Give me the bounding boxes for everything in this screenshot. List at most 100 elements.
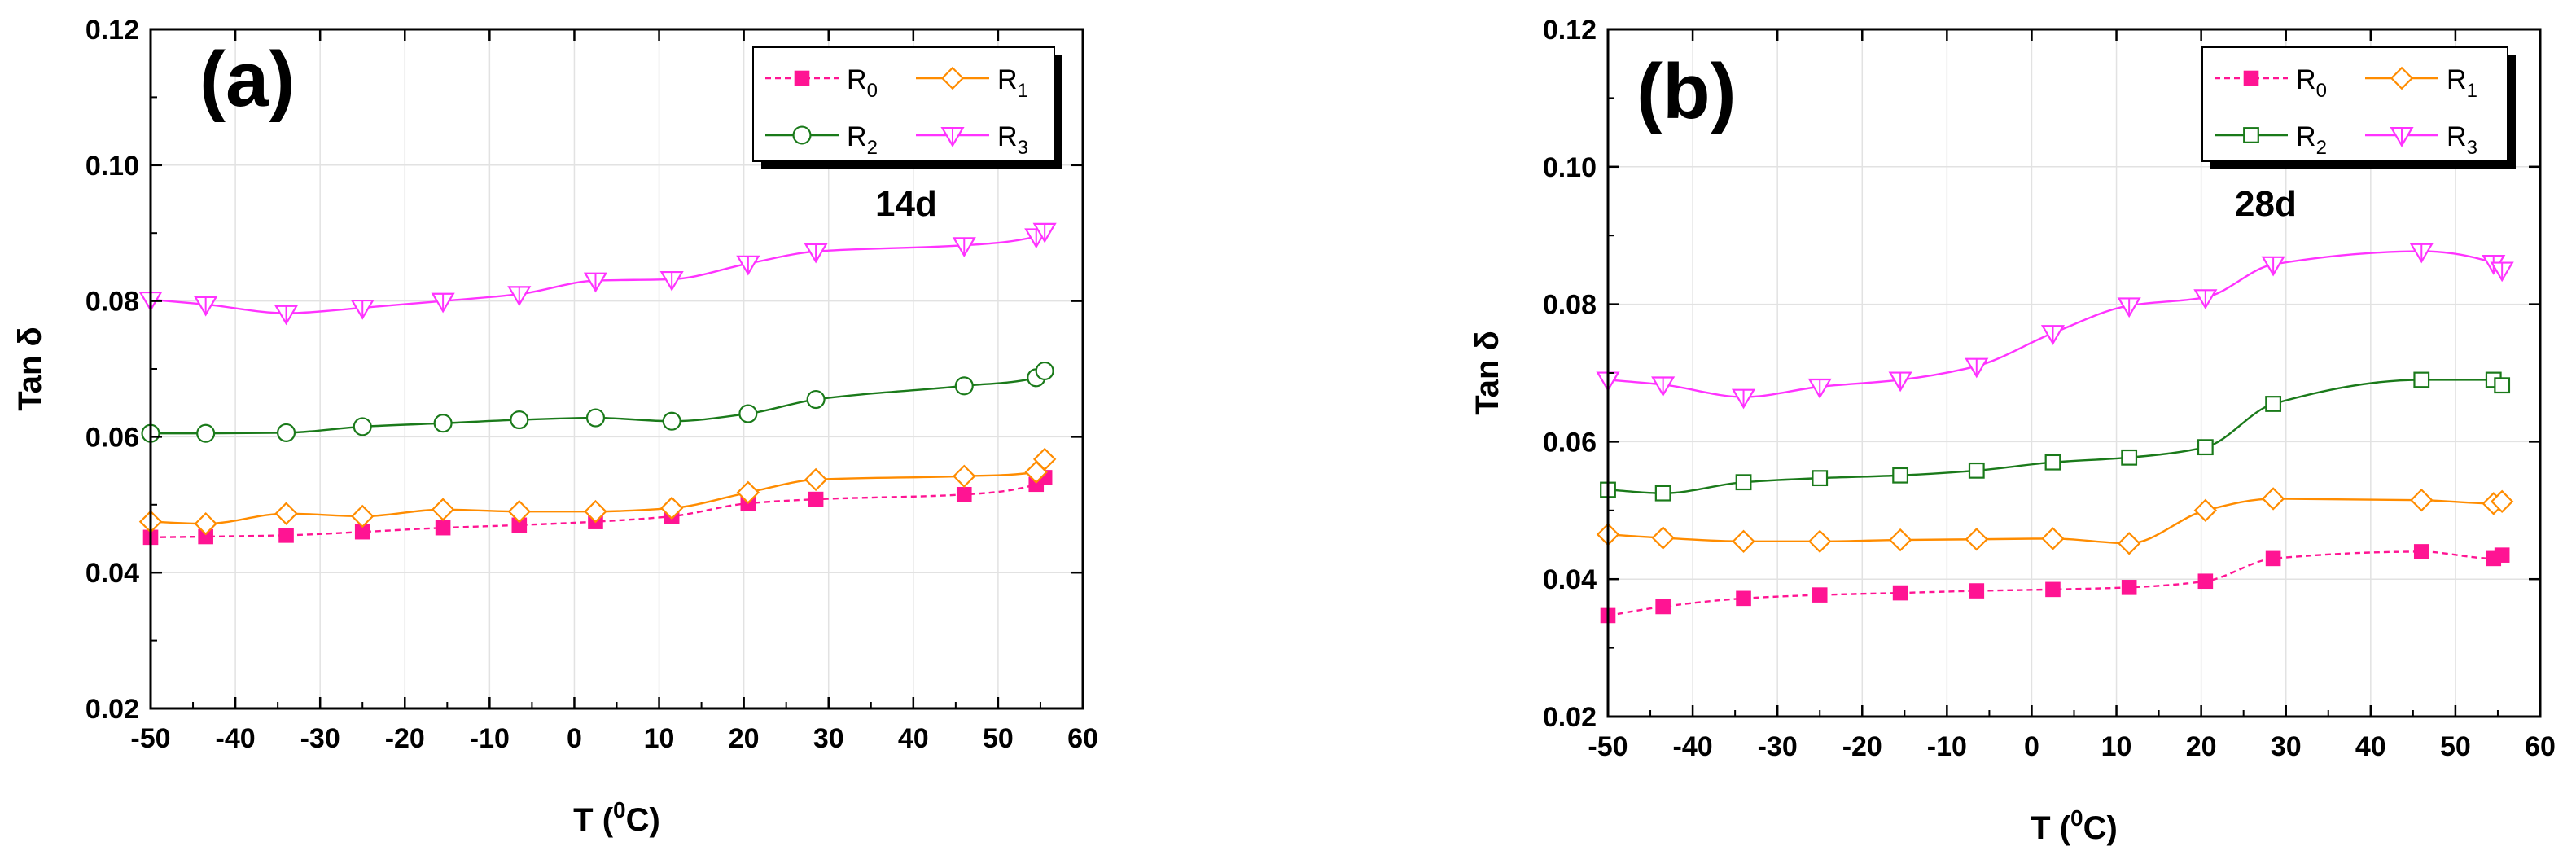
x-tick-label: 30 — [813, 723, 844, 754]
series-markers-R3 — [1596, 243, 2514, 410]
data-point — [1651, 376, 1676, 397]
data-point — [2261, 487, 2285, 511]
data-point — [1732, 529, 1755, 553]
y-tick-label: 0.10 — [1543, 152, 1597, 183]
annotation-label: 28d — [2235, 184, 2297, 224]
data-point — [804, 243, 828, 264]
x-tick-label: -40 — [1673, 731, 1713, 762]
legend-marker — [794, 70, 810, 86]
x-tick-label: 20 — [2186, 731, 2217, 762]
data-point — [2121, 580, 2137, 595]
data-point — [2197, 439, 2214, 456]
data-point — [2193, 498, 2218, 523]
data-point — [1035, 361, 1054, 381]
series-markers-R1 — [138, 447, 1057, 536]
y-tick-label: 0.04 — [85, 558, 139, 589]
data-point — [2265, 396, 2282, 412]
data-point — [1651, 526, 1675, 550]
data-point — [954, 376, 974, 396]
x-tick-label: -50 — [1588, 731, 1628, 762]
series-markers-R0 — [1600, 544, 2510, 624]
x-tick-label: 50 — [983, 723, 1014, 754]
legend-item-R3: R3 — [916, 121, 1028, 159]
data-point — [2040, 325, 2066, 345]
chart-panel-b: -50 -40 -30 -20 -10 0 10 20 30 40 50 60 0.02 0.04 0.06… — [1470, 15, 2556, 846]
data-point — [2117, 532, 2141, 555]
data-point — [1812, 587, 1828, 603]
series-markers-R3 — [138, 222, 1057, 326]
data-point — [1654, 485, 1671, 502]
legend-item-R0: R0 — [2215, 64, 2327, 102]
data-point — [2490, 489, 2514, 514]
legend-label: R1 — [997, 64, 1028, 102]
data-point — [662, 411, 681, 431]
legend-marker — [2390, 127, 2414, 147]
x-tick-label: -40 — [216, 723, 256, 754]
legend-label: R0 — [2296, 64, 2327, 102]
y-tick-label: 0.12 — [1543, 15, 1597, 46]
data-point — [276, 423, 296, 442]
series-markers-R1 — [1596, 487, 2514, 555]
data-point — [1888, 371, 1912, 393]
panel-label: (a) — [199, 36, 295, 123]
data-point — [2045, 581, 2061, 598]
data-point — [2261, 256, 2285, 277]
legend-label: R3 — [2447, 121, 2477, 159]
x-tick-label: 30 — [2271, 731, 2302, 762]
data-point — [353, 417, 372, 436]
x-tick-label: 60 — [2525, 731, 2556, 762]
legend-marker — [940, 127, 965, 147]
data-point — [806, 389, 826, 410]
data-point — [2413, 371, 2430, 388]
data-point — [431, 498, 455, 521]
data-point — [510, 410, 529, 430]
legend-item-R2: R2 — [765, 121, 878, 159]
data-point — [507, 286, 532, 307]
data-point — [2197, 573, 2214, 590]
legend-label: R2 — [2296, 121, 2327, 159]
x-tick-label: -20 — [1842, 731, 1882, 762]
x-tick-label: 0 — [2024, 731, 2039, 762]
x-tick-label: -30 — [300, 723, 340, 754]
x-tick-label: 60 — [1067, 723, 1098, 754]
y-tick-label: 0.06 — [1543, 427, 1597, 458]
data-point — [194, 296, 218, 317]
legend-label: R3 — [997, 121, 1028, 159]
legend-marker — [792, 125, 812, 145]
data-point — [274, 502, 298, 525]
legend-marker — [940, 66, 965, 90]
data-point — [2494, 377, 2511, 394]
data-point — [433, 414, 453, 433]
x-tick-label: -20 — [385, 723, 425, 754]
data-point — [956, 486, 972, 502]
legend-item-R2: R2 — [2215, 121, 2327, 159]
data-point — [350, 299, 375, 320]
legend-marker — [2243, 70, 2259, 86]
data-point — [659, 270, 684, 292]
data-point — [1655, 599, 1671, 615]
y-tick-label: 0.08 — [1543, 290, 1597, 321]
data-point — [2265, 550, 2281, 567]
x-tick-label: 0 — [567, 723, 582, 754]
y-tick-label: 0.10 — [85, 151, 139, 182]
x-tick-label: -10 — [1927, 731, 1967, 762]
legend-label: R2 — [847, 121, 878, 159]
x-tick-label: -50 — [130, 723, 170, 754]
y-tick-label: 0.06 — [85, 422, 139, 453]
x-tick-label: -10 — [470, 723, 510, 754]
data-point — [2044, 454, 2061, 471]
legend-item-R1: R1 — [916, 64, 1028, 102]
annotation-label: 14d — [875, 184, 937, 224]
y-tick-label: 0.02 — [85, 694, 139, 725]
data-point — [1892, 467, 1909, 484]
y-tick-label: 0.04 — [1543, 564, 1597, 595]
legend-item-R3: R3 — [2365, 121, 2477, 159]
data-point — [1808, 529, 1832, 553]
data-point — [1965, 528, 1989, 551]
data-point — [953, 464, 976, 488]
data-point — [808, 491, 824, 507]
data-point — [1735, 474, 1752, 491]
data-point — [736, 480, 760, 504]
x-tick-label: 10 — [644, 723, 675, 754]
